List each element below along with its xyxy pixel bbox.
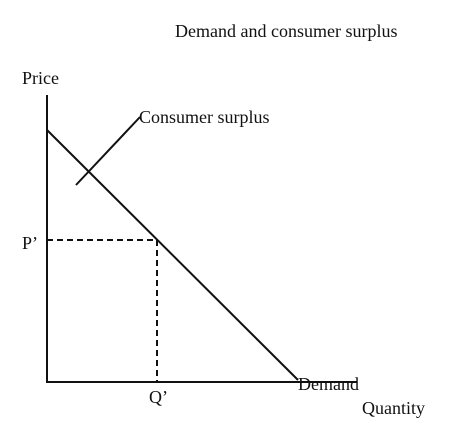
demand-label: Demand bbox=[298, 374, 359, 394]
quantity-label: Q’ bbox=[149, 387, 168, 407]
title: Demand and consumer surplus bbox=[175, 21, 397, 41]
axes bbox=[46, 95, 357, 383]
y-axis-label: Price bbox=[22, 68, 59, 88]
demand-curve bbox=[46, 129, 299, 381]
x-axis-label: Quantity bbox=[362, 398, 425, 418]
surplus-pointer bbox=[75, 116, 141, 186]
price-label: P’ bbox=[22, 233, 38, 253]
surplus-label: Consumer surplus bbox=[139, 107, 270, 127]
